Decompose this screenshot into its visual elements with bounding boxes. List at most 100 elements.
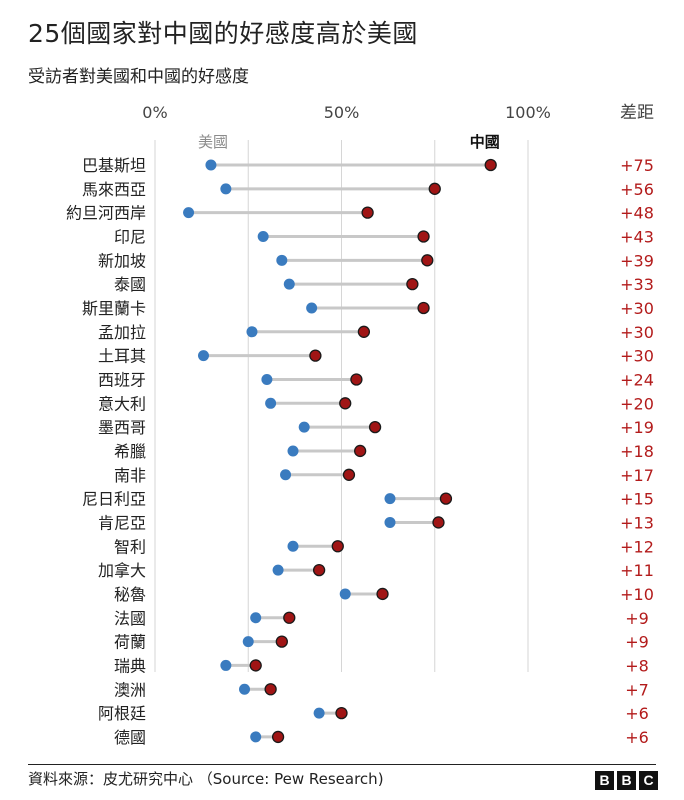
- china-point: [484, 158, 497, 172]
- us-point: [265, 397, 277, 409]
- country-label: 瑞典: [114, 656, 146, 675]
- china-point: [309, 349, 322, 362]
- diff-value: +30: [620, 323, 654, 342]
- country-label: 德國: [114, 728, 146, 747]
- diff-value: +9: [625, 609, 649, 628]
- country-label: 土耳其: [98, 347, 146, 366]
- china-point: [439, 492, 453, 505]
- us-point: [205, 159, 217, 171]
- china-point: [342, 468, 356, 481]
- diff-value: +48: [620, 204, 654, 223]
- diff-value: +18: [620, 442, 654, 461]
- country-label: 希臘: [114, 442, 146, 461]
- country-label: 澳洲: [114, 680, 146, 699]
- us-point: [272, 564, 284, 576]
- country-label: 法國: [114, 609, 146, 628]
- x-tick-label: 50%: [324, 103, 360, 122]
- diff-value: +20: [620, 394, 654, 413]
- x-tick-label: 100%: [505, 103, 551, 122]
- china-point: [432, 516, 445, 529]
- diff-value: +13: [620, 513, 654, 532]
- source-note: 資料來源：皮尤研究中心 （Source: Pew Research): [28, 770, 384, 788]
- diff-value: +43: [620, 227, 654, 246]
- diff-value: +11: [620, 561, 654, 580]
- diff-value: +30: [620, 299, 654, 318]
- diff-value: +75: [620, 156, 654, 175]
- country-label: 馬來西亞: [82, 180, 146, 199]
- diff-value: +33: [620, 275, 654, 294]
- country-label: 巴基斯坦: [82, 156, 146, 175]
- country-label: 秘魯: [114, 585, 146, 604]
- bbc-logo-letter: B: [595, 771, 614, 790]
- us-point: [220, 183, 232, 195]
- us-series-label: 美國: [198, 133, 228, 151]
- us-point: [276, 254, 288, 266]
- diff-value: +56: [620, 180, 654, 199]
- china-point: [376, 587, 389, 601]
- footer-divider: [28, 764, 656, 765]
- diff-value: +30: [620, 347, 654, 366]
- country-label: 斯里蘭卡: [82, 299, 146, 318]
- country-label: 墨西哥: [98, 418, 146, 437]
- country-label: 印尼: [114, 227, 146, 246]
- country-label: 西班牙: [98, 370, 146, 389]
- bbc-logo: B B C: [595, 771, 658, 790]
- us-point: [183, 207, 195, 219]
- diff-value: +39: [620, 251, 654, 270]
- china-point: [264, 683, 277, 696]
- china-point: [271, 730, 285, 744]
- country-label: 意大利: [98, 394, 146, 413]
- us-point: [306, 302, 318, 314]
- diff-value: +6: [625, 704, 649, 723]
- china-point: [249, 659, 262, 672]
- diff-value: +15: [620, 490, 654, 509]
- diff-value: +12: [620, 537, 654, 556]
- china-series-label: 中國: [470, 133, 500, 151]
- country-label: 新加坡: [98, 251, 146, 270]
- chart-subtitle: 受訪者對美國和中國的好感度: [28, 67, 249, 87]
- chart-title: 25個國家對中國的好感度高於美國: [28, 19, 418, 48]
- country-label: 阿根廷: [98, 704, 146, 723]
- china-point: [339, 397, 352, 410]
- us-point: [239, 683, 251, 695]
- china-point: [417, 301, 430, 315]
- us-point: [257, 230, 269, 242]
- diff-value: +6: [625, 728, 649, 747]
- us-point: [220, 659, 232, 671]
- china-point: [275, 635, 288, 648]
- us-point: [339, 588, 351, 600]
- us-point: [250, 731, 262, 743]
- china-point: [357, 325, 371, 338]
- us-point: [313, 707, 325, 719]
- us-point: [384, 493, 396, 505]
- us-point: [250, 612, 262, 624]
- china-point: [350, 373, 363, 386]
- china-point: [353, 444, 367, 458]
- china-point: [421, 254, 434, 267]
- country-label: 約旦河西岸: [66, 204, 146, 223]
- bbc-logo-letter: C: [639, 771, 658, 790]
- china-point: [428, 182, 441, 195]
- diff-value: +9: [625, 633, 649, 652]
- china-point: [331, 540, 344, 553]
- bbc-logo-letter: B: [617, 771, 636, 790]
- diff-value: +10: [620, 585, 654, 604]
- country-label: 荷蘭: [114, 633, 146, 652]
- china-point: [406, 277, 419, 291]
- x-tick-label: 0%: [142, 103, 167, 122]
- diff-value: +17: [620, 466, 654, 485]
- us-point: [280, 469, 292, 481]
- country-label: 孟加拉: [98, 323, 146, 342]
- country-label: 肯尼亞: [98, 513, 146, 532]
- country-label: 尼日利亞: [82, 490, 146, 509]
- china-point: [417, 230, 430, 243]
- us-point: [384, 516, 396, 528]
- diff-value: +19: [620, 418, 654, 437]
- us-point: [261, 373, 273, 385]
- diff-value: +7: [625, 680, 649, 699]
- diff-value: +24: [620, 370, 654, 389]
- china-point: [283, 611, 296, 624]
- us-point: [287, 445, 299, 457]
- country-label: 智利: [114, 537, 146, 556]
